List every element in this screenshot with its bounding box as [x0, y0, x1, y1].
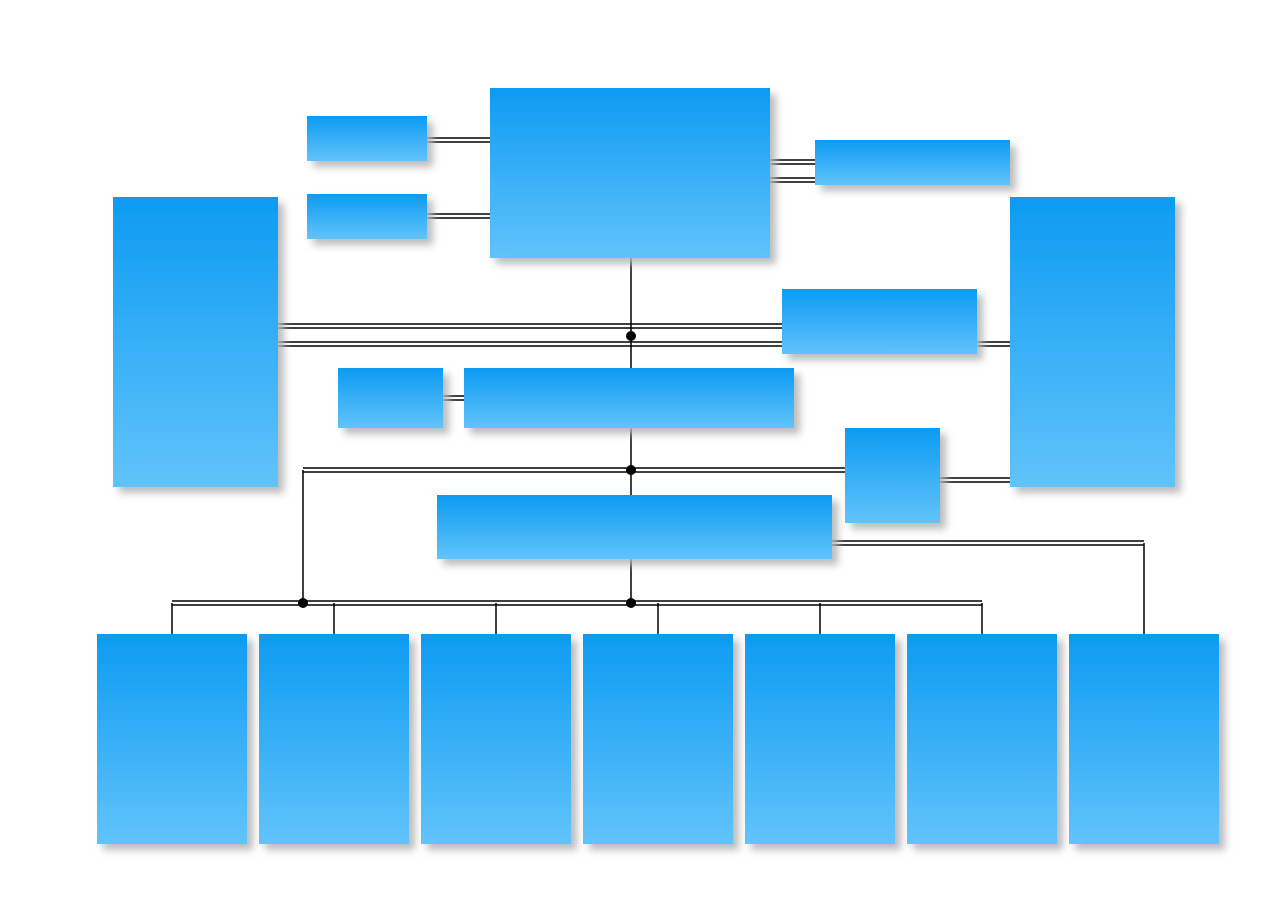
node-b2: [259, 634, 409, 844]
node-top: [490, 88, 770, 258]
org-chart: [0, 0, 1280, 904]
node-b4: [583, 634, 733, 844]
node-tr: [815, 140, 1010, 185]
node-tl1: [307, 116, 427, 161]
junction-dot: [626, 598, 636, 608]
node-bar: [437, 495, 832, 559]
junction-dot: [626, 465, 636, 475]
node-b5: [745, 634, 895, 844]
node-b6: [907, 634, 1057, 844]
node-b1: [97, 634, 247, 844]
node-midL: [338, 368, 443, 428]
junction-dot: [626, 331, 636, 341]
node-sq: [845, 428, 940, 523]
node-midC: [464, 368, 794, 428]
node-rightTall: [1010, 197, 1175, 487]
node-b7: [1069, 634, 1219, 844]
node-leftTall: [113, 197, 278, 487]
node-midR: [782, 289, 977, 354]
node-tl2: [307, 194, 427, 239]
nodes-layer: [97, 88, 1219, 844]
junction-dot: [298, 598, 308, 608]
node-b3: [421, 634, 571, 844]
